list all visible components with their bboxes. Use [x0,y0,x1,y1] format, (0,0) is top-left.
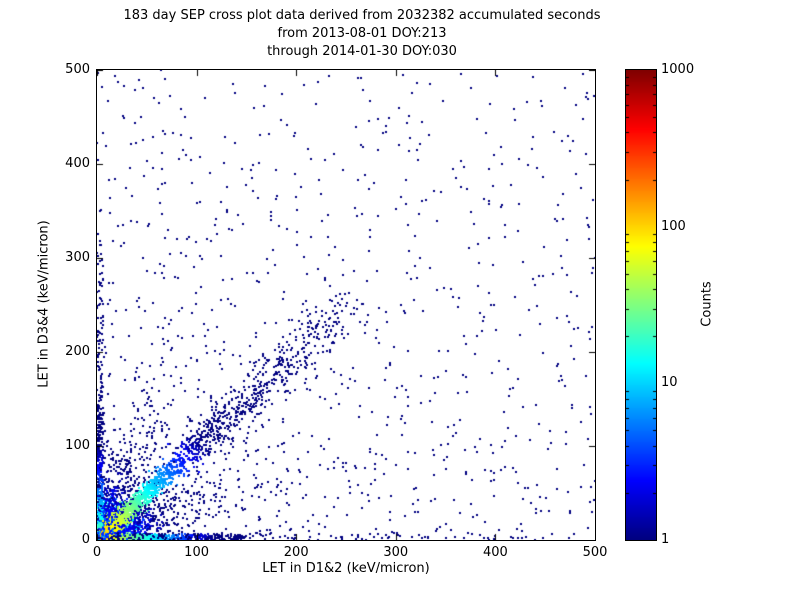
x-tick-label: 200 [283,545,309,560]
chart-title-line-2: from 2013-08-01 DOY:213 [277,26,447,41]
x-tick-label: 500 [582,545,608,560]
y-tick-label: 100 [65,438,90,453]
scatter-canvas [97,70,595,540]
y-tick-label: 500 [65,62,90,77]
y-tick-label: 0 [81,532,90,547]
y-tick-label: 300 [65,250,90,265]
colorbar [625,69,657,541]
x-axis-label: LET in D1&2 (keV/micron) [262,561,430,576]
x-tick-label: 400 [482,545,508,560]
y-tick-label: 400 [65,156,90,171]
colorbar-label: Counts [699,281,715,327]
x-tick-label: 100 [184,545,210,560]
x-tick-label: 300 [383,545,409,560]
colorbar-tick-label: 1 [661,532,670,547]
y-axis-label: LET in D3&4 (keV/micron) [36,220,52,388]
plot-area [96,69,596,541]
y-tick-label: 200 [65,344,90,359]
x-tick-label: 0 [92,545,102,560]
colorbar-tick-label: 1000 [661,62,695,77]
colorbar-tick-label: 100 [661,218,686,234]
chart-title-line-3: through 2014-01-30 DOY:030 [267,44,457,59]
chart-title-line-1: 183 day SEP cross plot data derived from… [123,8,601,23]
colorbar-canvas [626,70,656,540]
colorbar-tick-label: 10 [661,375,678,391]
